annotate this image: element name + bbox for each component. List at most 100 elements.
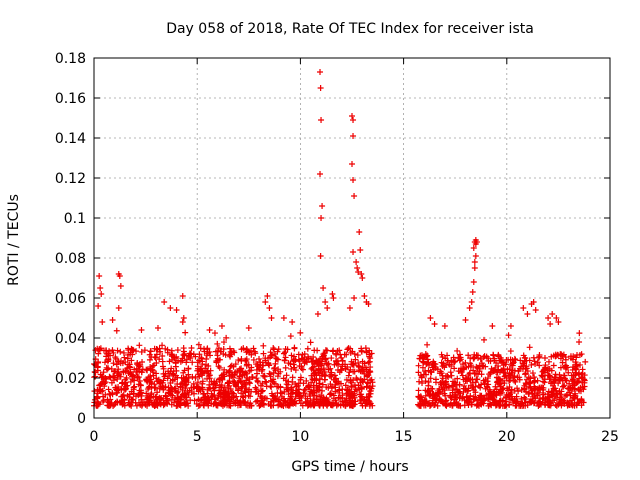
data-point xyxy=(358,367,365,374)
data-point xyxy=(196,351,203,358)
data-point xyxy=(134,374,141,381)
data-point xyxy=(472,241,479,247)
data-point xyxy=(497,390,504,397)
data-point xyxy=(346,305,353,311)
data-point xyxy=(147,395,154,402)
data-point xyxy=(271,364,278,371)
data-point xyxy=(156,356,163,363)
data-point xyxy=(466,370,473,377)
data-point xyxy=(122,367,129,374)
data-point xyxy=(549,382,556,389)
data-point xyxy=(517,357,524,364)
data-point xyxy=(486,400,493,407)
data-point xyxy=(288,384,295,391)
data-point xyxy=(536,395,543,402)
data-point xyxy=(257,382,264,389)
data-point xyxy=(351,350,358,357)
data-point xyxy=(159,342,166,349)
data-point xyxy=(327,365,334,372)
data-point xyxy=(242,388,249,395)
data-point xyxy=(166,390,173,397)
data-point xyxy=(115,366,122,373)
data-point xyxy=(463,394,470,401)
data-point xyxy=(476,392,483,399)
data-point xyxy=(195,388,202,395)
data-point xyxy=(529,370,536,377)
data-point xyxy=(304,345,311,352)
data-point xyxy=(483,392,490,399)
data-point xyxy=(316,402,323,409)
data-point xyxy=(200,400,207,407)
data-point xyxy=(474,401,481,408)
data-point xyxy=(520,305,527,311)
data-point xyxy=(156,378,163,385)
data-point xyxy=(189,359,196,366)
data-point xyxy=(247,367,254,374)
data-point xyxy=(419,379,426,386)
data-point xyxy=(230,378,237,385)
data-point xyxy=(319,381,326,388)
data-point xyxy=(290,361,297,368)
data-point xyxy=(529,398,536,405)
data-point xyxy=(147,373,154,380)
data-point xyxy=(266,305,273,311)
data-point xyxy=(141,347,148,354)
data-point xyxy=(189,373,196,380)
data-point xyxy=(319,203,326,209)
data-point xyxy=(330,295,337,301)
data-point xyxy=(298,355,305,362)
data-point xyxy=(425,382,432,389)
data-point xyxy=(156,385,163,392)
data-point xyxy=(113,361,120,368)
data-point xyxy=(179,319,186,325)
data-point xyxy=(493,392,500,399)
data-point xyxy=(254,377,261,384)
data-point xyxy=(416,378,423,385)
plot-frame xyxy=(93,57,611,419)
data-point xyxy=(579,378,586,385)
data-point xyxy=(154,389,161,396)
data-point xyxy=(272,367,279,374)
data-point xyxy=(96,346,103,353)
data-point xyxy=(538,372,545,379)
data-point xyxy=(278,390,285,397)
data-point xyxy=(228,373,235,380)
data-point xyxy=(283,384,290,391)
data-point xyxy=(444,401,451,408)
data-point xyxy=(569,356,576,363)
data-point xyxy=(159,352,166,359)
data-point xyxy=(506,375,513,382)
data-point xyxy=(430,395,437,402)
data-point xyxy=(157,383,164,390)
data-point xyxy=(319,355,326,362)
data-point xyxy=(172,385,179,392)
data-point xyxy=(354,352,361,359)
y-tick-label: 0 xyxy=(77,411,86,427)
data-point xyxy=(226,352,233,359)
data-point xyxy=(532,307,539,313)
data-point xyxy=(117,358,124,365)
data-point xyxy=(315,399,322,406)
data-point xyxy=(226,398,233,405)
data-point xyxy=(577,388,584,395)
data-point xyxy=(578,351,585,358)
data-point xyxy=(497,376,504,383)
data-point xyxy=(565,369,572,376)
data-point xyxy=(205,362,212,369)
data-point xyxy=(452,379,459,386)
data-point xyxy=(206,327,213,333)
data-point xyxy=(361,396,368,403)
data-point xyxy=(544,391,551,398)
data-point xyxy=(162,383,169,390)
data-point xyxy=(351,295,358,301)
data-point xyxy=(356,397,363,404)
data-point xyxy=(231,372,238,379)
data-point xyxy=(260,401,267,408)
data-point xyxy=(292,367,299,374)
data-point xyxy=(259,387,266,394)
data-point xyxy=(493,359,500,366)
data-point xyxy=(324,361,331,368)
data-point xyxy=(106,402,113,409)
data-point xyxy=(101,380,108,387)
data-point xyxy=(297,374,304,381)
